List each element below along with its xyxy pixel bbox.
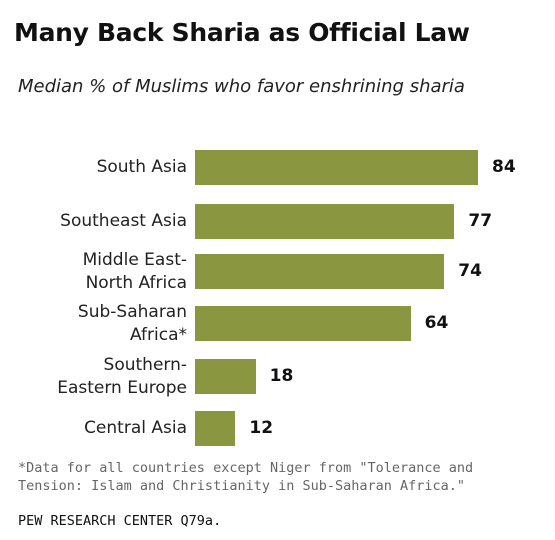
category-label-line: Africa* <box>130 324 187 345</box>
source-note: PEW RESEARCH CENTER Q79a. <box>18 513 222 529</box>
bar <box>195 150 478 185</box>
category-label-line: North Africa <box>85 272 187 293</box>
category-label: Middle East- North Africa <box>83 249 187 295</box>
category-label-line: Middle East- <box>82 249 187 270</box>
category-label-line: Southern- <box>103 354 187 375</box>
category-label: Southeast Asia <box>60 210 187 233</box>
category-label-line: Sub-Saharan <box>77 301 187 322</box>
category-label: Southern- Eastern Europe <box>57 354 187 400</box>
category-label-line: Central Asia <box>84 418 187 438</box>
bar <box>195 254 445 289</box>
chart-title: Many Back Sharia as Official Law <box>14 18 470 47</box>
category-label: South Asia <box>97 156 187 179</box>
value-label: 12 <box>249 417 274 438</box>
value-label: 84 <box>492 156 516 177</box>
value-label: 77 <box>468 210 493 231</box>
category-label: Sub-Saharan Africa* <box>78 301 187 347</box>
bar <box>195 411 236 446</box>
category-label-line: South Asia <box>96 157 187 177</box>
value-label: 18 <box>269 365 294 386</box>
value-label: 74 <box>458 260 482 281</box>
bar <box>195 306 411 341</box>
bar <box>195 359 256 394</box>
category-label-line: Eastern Europe <box>57 377 187 398</box>
bar <box>195 204 455 239</box>
category-label-line: Southeast Asia <box>60 211 187 231</box>
footnote: *Data for all countries except Niger fro… <box>18 460 474 494</box>
category-label: Central Asia <box>84 417 187 440</box>
value-label: 64 <box>424 312 449 333</box>
chart-subtitle: Median % of Muslims who favor enshrining… <box>18 76 465 97</box>
